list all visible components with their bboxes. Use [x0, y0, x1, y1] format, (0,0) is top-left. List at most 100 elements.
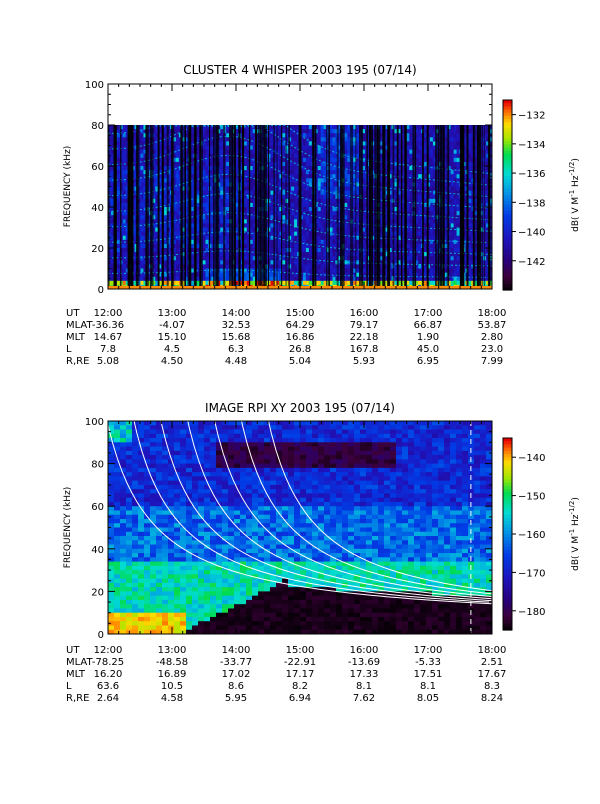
heatmap-cell	[314, 276, 319, 282]
heatmap-cell	[308, 129, 313, 134]
heatmap-cell	[249, 223, 254, 228]
heatmap-cell	[415, 248, 419, 253]
heatmap-cell	[285, 260, 289, 265]
heatmap-cell	[453, 235, 457, 241]
heatmap-cell	[125, 145, 130, 150]
heatmap-cell	[273, 231, 277, 237]
heatmap-cell	[314, 198, 319, 204]
heatmap-cell	[356, 211, 360, 216]
heatmap-cell	[450, 248, 454, 253]
heatmap-cell	[255, 248, 260, 253]
heatmap-cell	[317, 174, 322, 179]
heatmap-cell	[432, 145, 437, 150]
heatmap-cell	[252, 198, 257, 204]
heatmap-cell	[119, 276, 124, 282]
heatmap-cell	[415, 272, 419, 278]
heatmap-cell	[359, 280, 363, 286]
heatmap-cell	[323, 268, 327, 273]
heatmap-cell	[119, 260, 124, 265]
heatmap-cell	[196, 248, 200, 253]
heatmap-cell	[302, 125, 307, 130]
heatmap-cell	[468, 256, 472, 261]
heatmap-cell	[305, 260, 310, 265]
heatmap-cell	[167, 223, 171, 228]
heatmap-cell	[270, 186, 274, 191]
heatmap-cell	[205, 190, 209, 196]
heatmap-cell	[291, 280, 295, 286]
heatmap-cell	[332, 280, 336, 286]
heatmap-cell	[172, 129, 177, 134]
heatmap-cell	[249, 194, 254, 200]
heatmap-cell	[429, 235, 434, 241]
heatmap-cell	[314, 219, 319, 224]
heatmap-cell	[320, 231, 325, 237]
heatmap-cell	[379, 256, 384, 261]
heatmap-cell	[397, 252, 401, 257]
heatmap-cell	[232, 198, 236, 204]
heatmap-cell	[252, 280, 257, 286]
heatmap-cell	[409, 235, 413, 241]
heatmap-cell	[282, 133, 286, 138]
heatmap-cell	[276, 211, 280, 216]
heatmap-cell	[235, 174, 239, 179]
heatmap-cell	[362, 231, 366, 237]
heatmap-cell	[444, 219, 449, 224]
heatmap-cell	[456, 280, 460, 286]
heatmap-cell	[125, 272, 130, 278]
heatmap-cell	[332, 243, 336, 249]
heatmap-cell	[308, 186, 313, 191]
heatmap-cell	[409, 264, 413, 269]
heatmap-cell	[196, 268, 200, 273]
heatmap-cell	[172, 223, 177, 228]
heatmap-cell	[235, 223, 239, 228]
heatmap-cell	[152, 256, 156, 261]
heatmap-cell	[394, 125, 398, 130]
heatmap-cell	[429, 260, 434, 265]
heatmap-cell	[252, 231, 257, 237]
heatmap-cell	[175, 149, 180, 155]
heatmap-cell	[252, 202, 257, 208]
heatmap-cell	[190, 280, 195, 286]
heatmap-cell	[226, 272, 230, 278]
heatmap-cell	[447, 145, 452, 150]
heatmap-cell	[362, 170, 366, 175]
heatmap-cell	[122, 227, 127, 232]
heatmap-cell	[291, 198, 295, 204]
heatmap-cell	[294, 227, 298, 232]
heatmap-cell	[397, 194, 401, 200]
heatmap-cell	[184, 133, 189, 138]
heatmap-cell	[175, 223, 180, 228]
heatmap-cell	[329, 219, 333, 224]
heatmap-cell	[344, 260, 348, 265]
heatmap-cell	[353, 211, 357, 216]
heatmap-cell	[249, 125, 254, 130]
heatmap-cell	[291, 256, 295, 261]
heatmap-cell	[249, 141, 254, 146]
heatmap-cell	[155, 198, 159, 204]
heatmap-cell	[243, 129, 248, 134]
heatmap-cell	[456, 153, 460, 159]
heatmap-cell	[285, 211, 289, 216]
heatmap-cell	[444, 256, 449, 261]
heatmap-cell	[282, 280, 286, 286]
heatmap-cell	[220, 141, 224, 146]
heatmap-cell	[140, 252, 144, 257]
heatmap-cell	[453, 252, 457, 257]
heatmap-cell	[418, 256, 422, 261]
heatmap-cell	[456, 170, 460, 175]
heatmap-cell	[143, 227, 147, 232]
heatmap-cell	[356, 157, 360, 163]
heatmap-cell	[388, 161, 392, 167]
heatmap-cell	[397, 219, 401, 224]
heatmap-cell	[255, 223, 260, 228]
heatmap-cell	[432, 227, 437, 232]
heatmap-cell	[110, 223, 115, 228]
heatmap-cell	[125, 235, 130, 241]
heatmap-cell	[155, 145, 159, 150]
heatmap-cell	[279, 223, 283, 228]
heatmap-cell	[305, 133, 310, 138]
heatmap-cell	[190, 264, 195, 269]
heatmap-cell	[158, 166, 162, 171]
heatmap-cell	[397, 141, 401, 146]
heatmap-cell	[181, 268, 186, 273]
